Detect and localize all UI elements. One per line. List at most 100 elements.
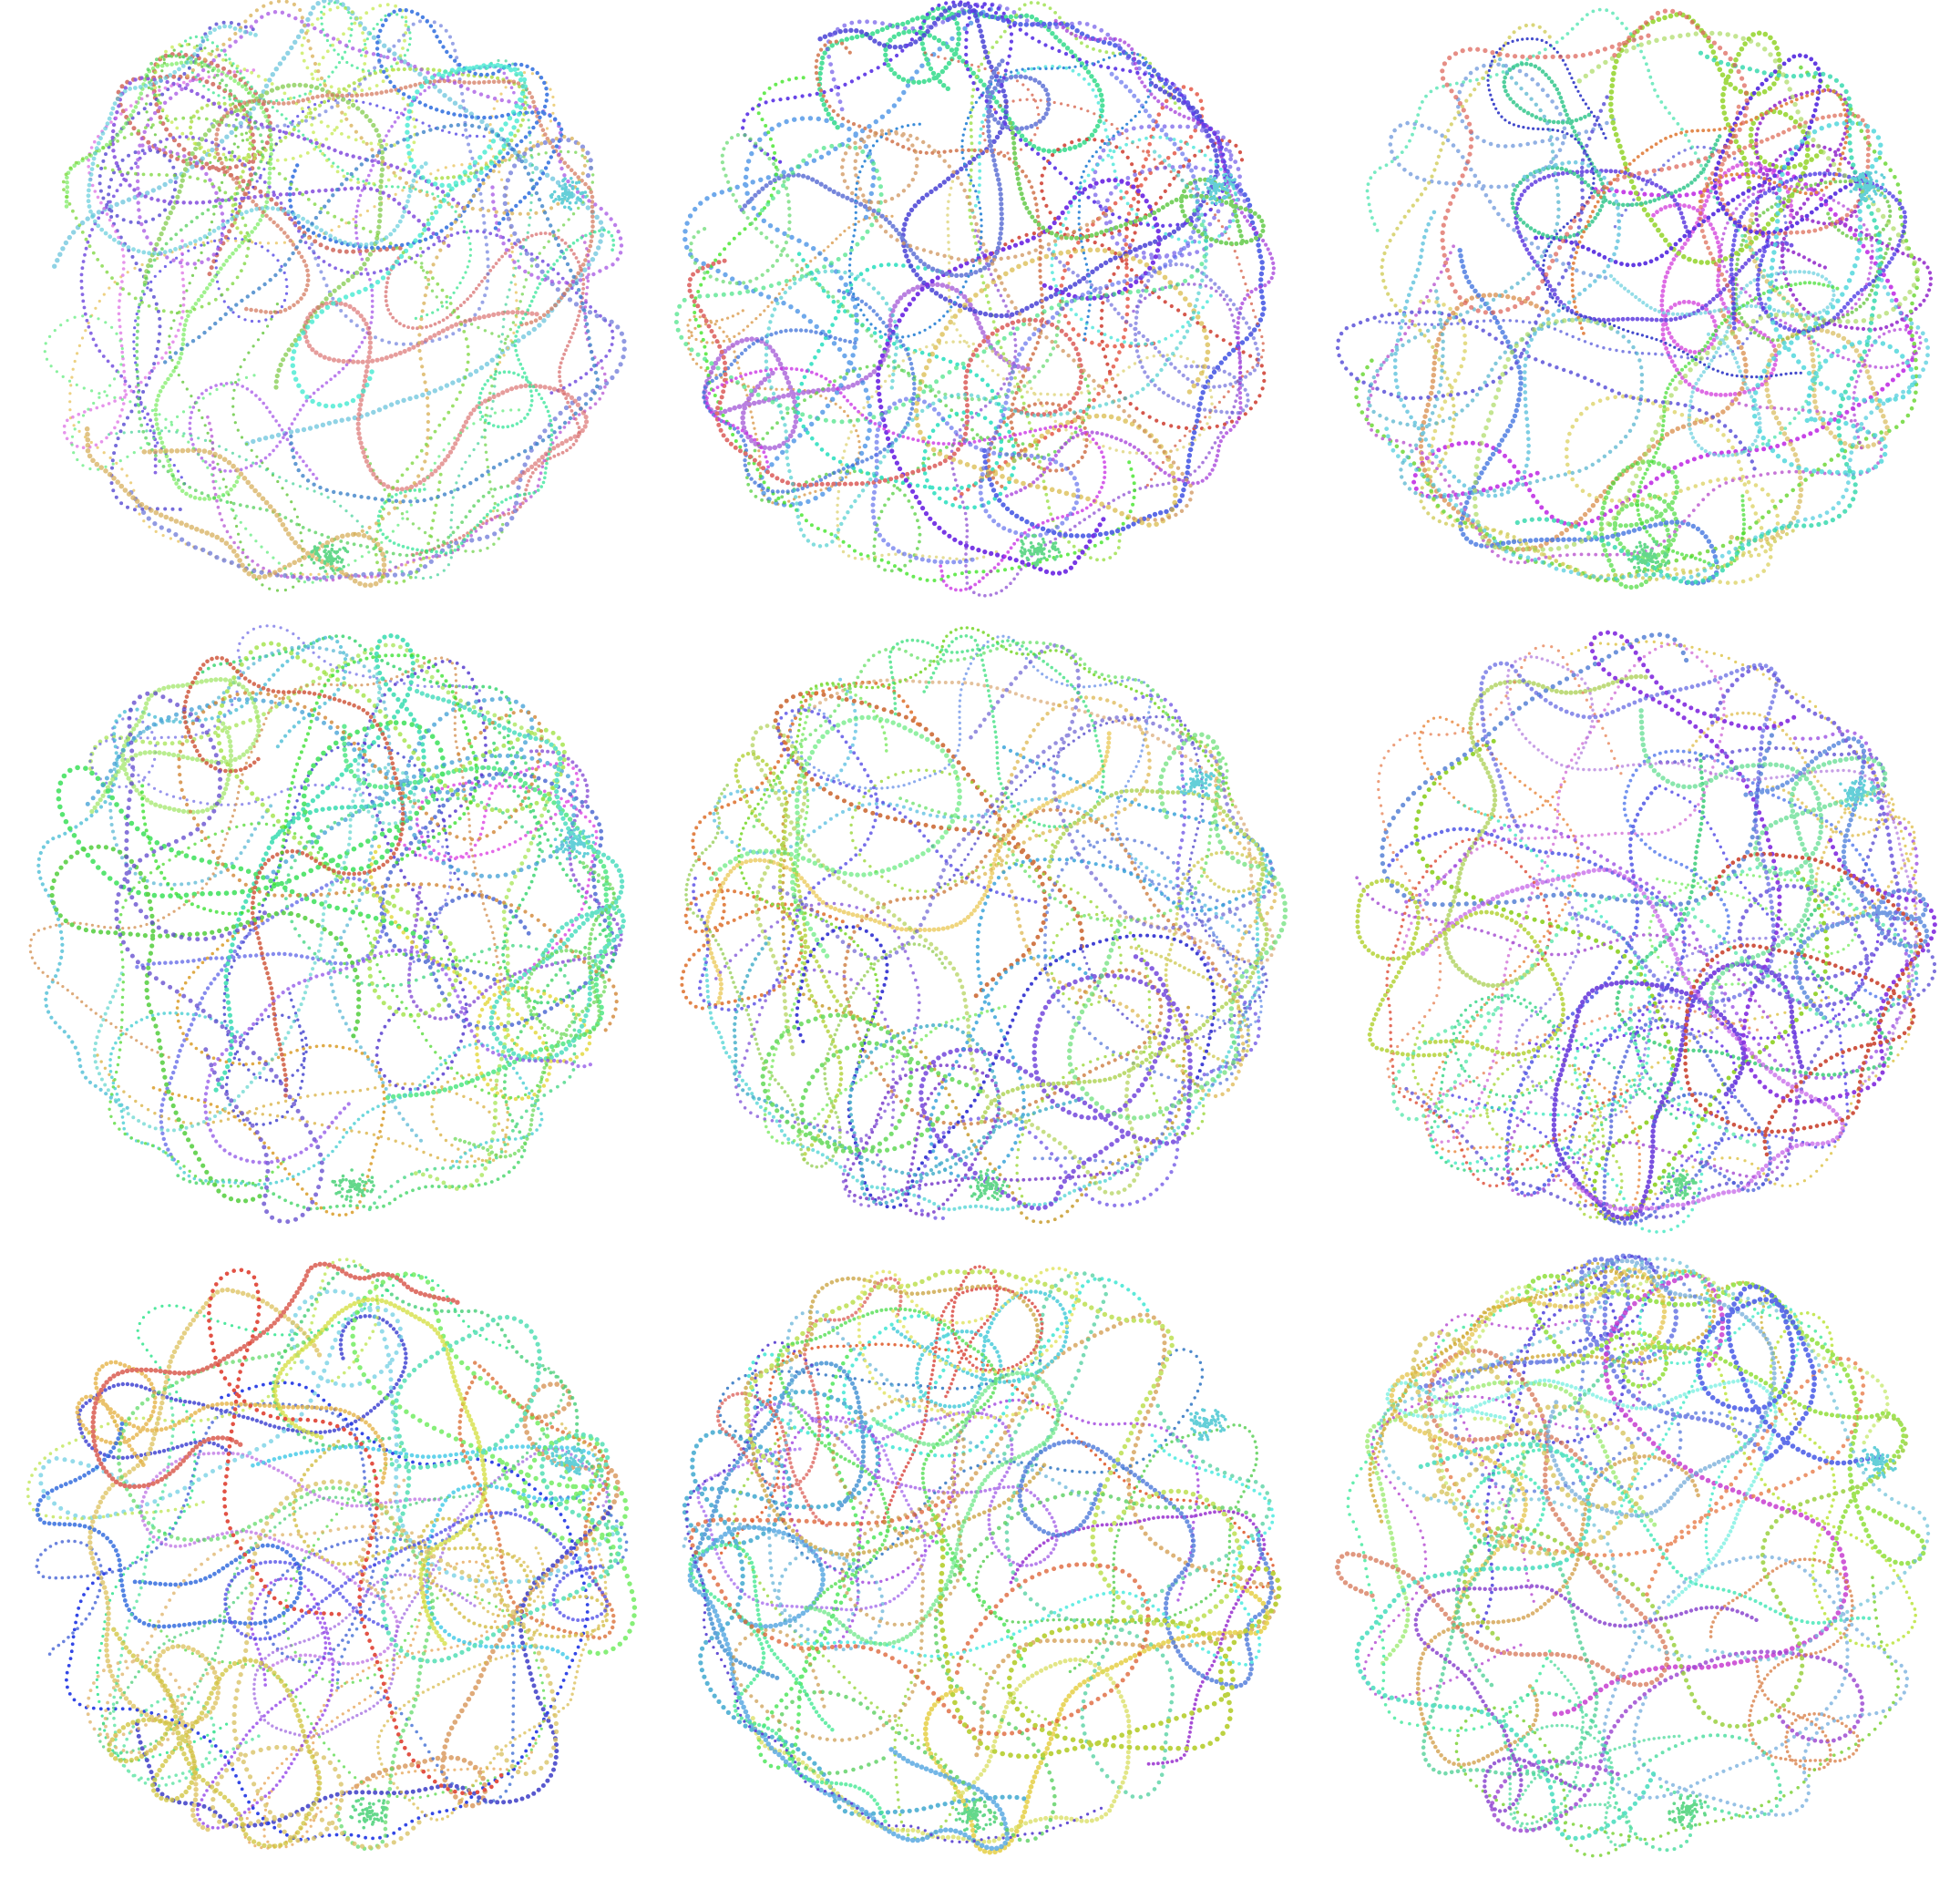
trajectory-dot xyxy=(519,124,523,128)
trajectory-dot xyxy=(309,573,312,576)
trajectory-dot xyxy=(230,154,233,158)
trajectory-dot xyxy=(377,407,382,412)
trajectory-dot xyxy=(353,81,356,85)
trajectory-dot xyxy=(265,406,269,410)
trajectory-dot xyxy=(180,476,183,478)
trajectory-dot xyxy=(487,466,489,468)
trajectory-dot xyxy=(283,299,286,302)
trajectory-dot xyxy=(468,242,471,245)
trajectory-dot xyxy=(285,278,288,281)
trajectory-dot xyxy=(200,416,203,419)
trajectory-dot xyxy=(210,82,215,87)
trajectory-dot xyxy=(215,260,218,262)
trajectory-dot xyxy=(329,8,333,12)
trajectory-dot xyxy=(337,53,340,56)
trajectory-dot xyxy=(109,457,112,459)
trajectory-dot xyxy=(370,289,374,293)
trajectory-dot xyxy=(129,481,132,484)
trajectory-dot xyxy=(296,115,299,118)
trajectory-dot xyxy=(248,563,251,566)
trajectory-dot xyxy=(164,128,169,132)
trajectory-dot xyxy=(169,537,172,539)
trajectory-dot xyxy=(177,470,180,473)
trajectory-dot xyxy=(254,242,257,245)
trajectory-dot xyxy=(275,142,278,145)
trajectory-dot xyxy=(389,313,393,316)
trajectory-dot xyxy=(488,392,491,395)
trajectory-dot xyxy=(433,388,437,393)
trajectory-dot xyxy=(227,229,231,233)
trajectory-dot xyxy=(233,517,236,519)
trajectory-dot xyxy=(591,173,594,176)
trajectory-dot xyxy=(231,397,234,400)
trajectory-dot xyxy=(251,320,253,323)
trajectory-dot xyxy=(503,72,507,76)
trajectory-dot xyxy=(251,439,255,444)
trajectory-dot xyxy=(382,44,386,48)
trajectory-dot xyxy=(344,6,347,10)
trajectory-dot xyxy=(57,252,62,257)
trajectory-dot xyxy=(571,332,575,335)
trajectory-dot xyxy=(212,91,215,94)
trajectory-dot xyxy=(207,149,210,152)
trajectory-dot xyxy=(577,207,580,210)
trajectory-dot xyxy=(248,148,251,151)
trajectory-dot xyxy=(313,148,316,151)
trajectory-dot xyxy=(132,340,135,343)
trajectory-dot xyxy=(334,1,336,4)
trajectory-dot xyxy=(374,71,377,75)
trajectory-dot xyxy=(212,212,215,215)
trajectory-dot xyxy=(495,262,498,265)
trajectory-dot xyxy=(141,263,144,266)
trajectory-dot xyxy=(231,102,234,105)
trajectory-dot xyxy=(246,81,249,84)
trajectory-dot xyxy=(257,75,261,78)
trajectory-dot xyxy=(207,70,210,73)
trajectory-dot xyxy=(453,292,456,294)
trajectory-dot xyxy=(562,353,566,356)
trajectory-dot xyxy=(205,104,209,108)
trajectory-dot xyxy=(265,140,270,145)
trajectory-dot xyxy=(400,112,404,116)
trajectory-dot xyxy=(151,188,156,192)
trajectory-dot xyxy=(485,451,487,454)
trajectory-dot xyxy=(334,66,337,68)
trajectory-dot xyxy=(324,138,328,141)
trajectory-dot xyxy=(363,26,367,31)
trajectory-dot xyxy=(302,134,304,137)
trajectory-dot xyxy=(512,332,515,334)
trajectory-dot xyxy=(391,316,395,320)
trajectory-dot xyxy=(246,387,250,391)
trajectory-dot xyxy=(245,467,249,470)
trajectory-dot xyxy=(395,319,398,323)
trajectory-dot xyxy=(351,99,354,103)
trajectory-dot xyxy=(228,95,231,98)
trajectory-dot xyxy=(500,179,503,181)
trajectory-dot xyxy=(234,240,237,242)
trajectory-dot xyxy=(175,127,179,130)
trajectory-dot xyxy=(272,253,274,256)
trajectory-dot xyxy=(483,436,486,438)
trajectory-dot xyxy=(210,148,214,152)
trajectory-dot xyxy=(238,204,242,209)
trajectory-dot xyxy=(489,488,492,490)
trajectory-dot xyxy=(362,180,364,182)
trajectory-dot xyxy=(369,321,373,324)
trajectory-dot xyxy=(231,151,233,154)
trajectory-dot xyxy=(405,563,407,566)
trajectory-dot xyxy=(595,215,600,220)
trajectory-dot xyxy=(160,69,163,72)
trajectory-dot xyxy=(225,382,229,385)
trajectory-dot xyxy=(380,18,383,21)
trajectory-dot xyxy=(340,132,344,136)
trajectory-dot xyxy=(373,27,375,30)
trajectory-dot xyxy=(272,449,275,453)
trajectory-dot xyxy=(371,311,375,314)
trajectory-dot xyxy=(382,107,385,109)
trajectory-dot xyxy=(362,101,364,104)
trajectory-dot xyxy=(564,241,568,245)
trajectory-dot xyxy=(207,432,210,435)
trajectory-dot xyxy=(293,417,297,421)
trajectory-dot xyxy=(427,282,430,285)
trajectory-dot xyxy=(327,421,332,426)
